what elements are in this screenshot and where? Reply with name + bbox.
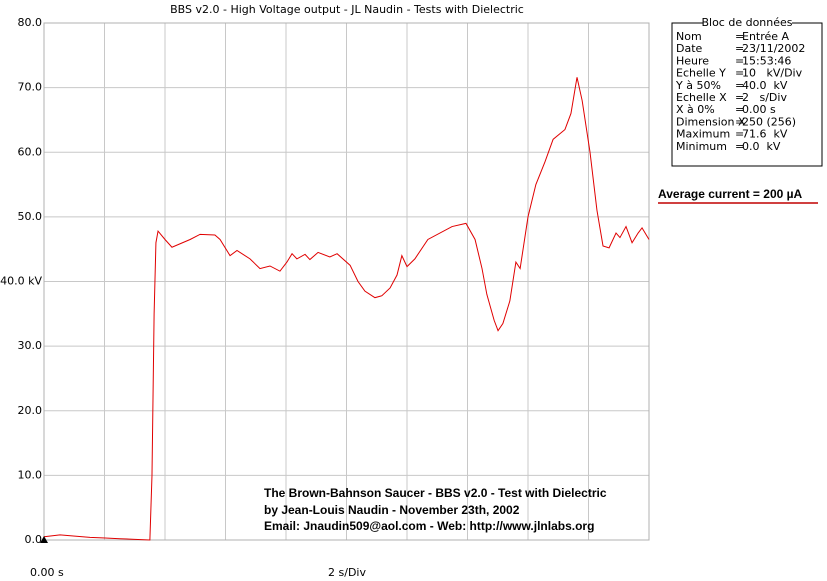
info-cell: Minimum: [676, 140, 727, 153]
info-cell: =: [735, 103, 744, 116]
y-tick-label: 10.0: [18, 468, 43, 481]
info-cell: 2 s/Div: [742, 91, 787, 104]
info-cell: X à 0%: [676, 103, 715, 116]
info-cell: =: [735, 30, 744, 43]
info-cell: =: [735, 54, 744, 67]
y-tick-label: 60.0: [18, 145, 43, 158]
info-cell: Y à 50%: [675, 79, 721, 92]
x-start-label: 0.00 s: [30, 566, 64, 579]
info-cell: Date: [676, 42, 703, 55]
caption: Email: Jnaudin509@aol.com - Web: http://…: [264, 519, 594, 533]
info-cell: Echelle X: [676, 91, 727, 104]
info-cell: =: [735, 42, 744, 55]
info-cell: 0.0 kV: [742, 140, 781, 153]
info-cell: Nom: [676, 30, 702, 43]
caption: The Brown-Bahnson Saucer - BBS v2.0 - Te…: [264, 486, 607, 500]
caption: by Jean-Louis Naudin - November 23th, 20…: [264, 503, 520, 517]
y-tick-label: 70.0: [18, 81, 43, 94]
info-cell: Maximum: [676, 128, 730, 141]
info-cell: 71.6 kV: [742, 128, 788, 141]
info-cell: 250 (256): [742, 115, 796, 128]
info-cell: Dimension X: [676, 115, 746, 128]
info-cell: Echelle Y: [676, 67, 726, 80]
y-tick-label: 80.0: [18, 16, 43, 29]
plot-border: [43, 22, 650, 541]
info-cell: =: [735, 91, 744, 104]
info-cell: 0.00 s: [742, 103, 776, 116]
y-tick-label: 50.0: [18, 210, 43, 223]
info-cell: =: [735, 128, 744, 141]
info-title-bg: [703, 17, 792, 29]
trace-line: [43, 77, 650, 541]
info-cell: 40.0 kV: [742, 79, 788, 92]
info-cell: Heure: [676, 54, 709, 67]
average-current: Average current = 200 µA: [658, 187, 803, 201]
info-cell: 15:53:46: [742, 54, 791, 67]
info-cell: =: [735, 115, 744, 128]
y-tick-label: 30.0: [18, 339, 43, 352]
info-cell: =: [735, 67, 744, 80]
info-cell: 23/11/2002: [742, 42, 805, 55]
y-tick-label: 0.0: [25, 533, 43, 546]
info-cell: Entrée A: [742, 30, 790, 43]
y-tick-label: 40.0 kV: [0, 275, 42, 288]
info-cell: =: [735, 79, 744, 92]
y-tick-label: 20.0: [18, 404, 43, 417]
origin-marker: [40, 536, 48, 543]
chart-title: BBS v2.0 - High Voltage output - JL Naud…: [170, 3, 524, 16]
info-cell: =: [735, 140, 744, 153]
x-division-label: 2 s/Div: [328, 566, 366, 579]
info-cell: 10 kV/Div: [742, 67, 803, 80]
plot-area: 0.0 10.0 20.0 30.0 40.0 kV 50.0 60.0 70.0 80.0: [0, 16, 650, 546]
info-title: Bloc de données: [701, 16, 792, 29]
